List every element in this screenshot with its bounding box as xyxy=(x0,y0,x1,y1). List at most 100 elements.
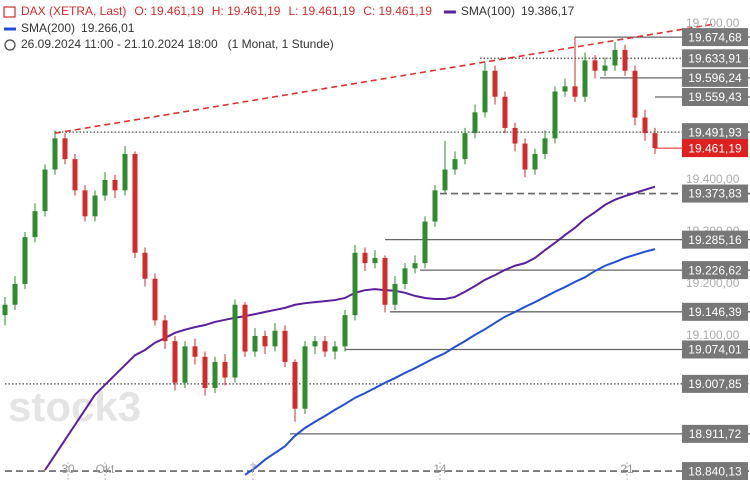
candle-body xyxy=(312,341,318,347)
candle-body xyxy=(42,169,48,212)
candle-body xyxy=(402,268,408,284)
candle-body xyxy=(532,153,538,170)
x-tick-label: Okt xyxy=(96,462,115,476)
level-label-box xyxy=(682,49,748,68)
header-text: 19.386,17 xyxy=(521,4,575,18)
candle-body xyxy=(282,330,288,362)
legend-swatch xyxy=(4,27,16,31)
candle-body xyxy=(192,346,198,357)
level-label: 19.633,91 xyxy=(688,51,742,65)
candle-body xyxy=(82,190,88,217)
level-label-box xyxy=(682,184,748,203)
level-label: 19.491,93 xyxy=(688,125,742,139)
level-label: 19.146,39 xyxy=(688,305,742,319)
candle-body xyxy=(602,65,608,71)
trend-line xyxy=(54,23,716,134)
candle-body xyxy=(522,143,528,170)
level-label-box xyxy=(682,68,748,87)
candle-body xyxy=(562,86,568,92)
candle-body xyxy=(2,304,8,316)
header-text: DAX (XETRA, Last) xyxy=(21,4,126,18)
candle-body xyxy=(542,138,548,154)
candle-body xyxy=(592,60,598,71)
candle-body xyxy=(102,179,108,196)
candle-body xyxy=(642,117,648,134)
header-text: 19.266,01 xyxy=(81,21,135,35)
x-tick-label: 7 xyxy=(250,462,257,476)
candle-body xyxy=(92,195,98,217)
level-label: 19.559,43 xyxy=(688,90,742,104)
candle-body xyxy=(432,190,438,222)
level-label-box xyxy=(682,374,748,393)
x-tick-label: 14 xyxy=(433,462,447,476)
y-tick-label: 19.700,00 xyxy=(686,16,740,30)
level-label-box xyxy=(682,28,748,47)
candle-body xyxy=(22,237,28,284)
last-label: 19.461,19 xyxy=(688,141,742,155)
header-text: H: 19.461,19 xyxy=(212,4,281,18)
level-label-box xyxy=(682,261,748,280)
candle-body xyxy=(262,335,268,347)
clock-icon xyxy=(4,39,16,51)
level-label: 18.911,72 xyxy=(689,427,742,441)
candle-body xyxy=(342,315,348,347)
candle-body xyxy=(292,361,298,409)
level-label: 19.074,01 xyxy=(688,343,742,357)
candle-body xyxy=(142,252,148,279)
candle-body xyxy=(502,96,508,128)
level-label-box xyxy=(682,302,748,321)
candle-body xyxy=(152,278,158,321)
level-label: 19.226,62 xyxy=(688,263,742,277)
candle-body xyxy=(72,159,78,191)
candle-body xyxy=(62,138,68,160)
candle-body xyxy=(332,346,338,352)
candle-body xyxy=(552,91,558,139)
candle-body xyxy=(172,341,178,383)
candle-body xyxy=(272,330,278,347)
candle-body xyxy=(122,153,128,191)
candle-body xyxy=(652,133,658,149)
level-label-box xyxy=(682,88,748,107)
candle-body xyxy=(612,49,618,66)
legend-swatch xyxy=(443,10,456,14)
candle-body xyxy=(182,346,188,383)
candle-body xyxy=(462,133,468,160)
candle-body xyxy=(472,112,478,134)
x-tick-label: 21 xyxy=(620,462,634,476)
y-tick-label: 19.100,00 xyxy=(686,328,740,342)
candle-body xyxy=(582,60,588,97)
candle-body xyxy=(12,283,18,305)
candle-body xyxy=(372,257,378,264)
header-text: SMA(100) xyxy=(461,4,515,18)
candle-body xyxy=(382,257,388,305)
candle-body xyxy=(492,70,498,97)
instrument-icon xyxy=(3,6,16,18)
sma-line xyxy=(44,185,656,471)
header: DAX (XETRA, Last) O: 19.461,19 H: 19.461,1… xyxy=(3,4,575,51)
candle-body xyxy=(392,283,398,305)
candle-body xyxy=(222,361,228,378)
level-label-box xyxy=(682,424,748,443)
candle-body xyxy=(622,49,628,71)
candle-body xyxy=(302,346,308,409)
candle-body xyxy=(442,169,448,191)
level-label-box xyxy=(682,340,748,359)
candle-body xyxy=(512,127,518,144)
level-label: 19.596,24 xyxy=(688,71,742,85)
header-text: O: 19.461,19 xyxy=(134,4,204,18)
y-tick-label: 19.400,00 xyxy=(686,172,740,186)
candle-body xyxy=(572,86,578,97)
price-axis: 19.700,0019.400,0019.300,0019.200,0019.1… xyxy=(61,16,748,480)
candle-body xyxy=(322,341,328,352)
sma-line xyxy=(244,248,656,476)
candle-body xyxy=(632,70,638,118)
header-text: 26.09.2024 11:00 - 21.10.2024 18:00 xyxy=(21,37,218,51)
candle-body xyxy=(412,263,418,269)
watermark: stock3 xyxy=(8,383,141,430)
header-text: SMA(200) xyxy=(21,21,75,35)
x-tick-label: 30 xyxy=(61,462,75,476)
candle-body xyxy=(452,159,458,170)
candle-body xyxy=(242,304,248,352)
header-text: (1 Monat, 1 Stunde) xyxy=(228,37,334,51)
candle-body xyxy=(212,361,218,388)
